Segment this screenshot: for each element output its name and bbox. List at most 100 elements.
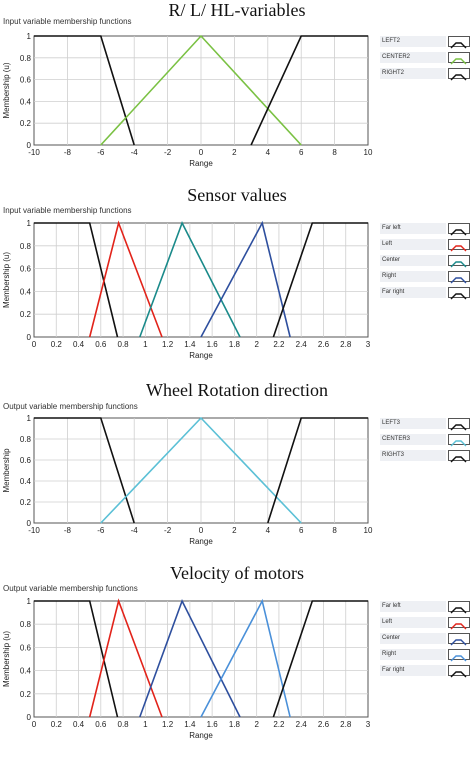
legend-label: Right (380, 271, 446, 282)
x-tick-label: 0.2 (51, 720, 63, 729)
y-tick-label: 0 (27, 141, 32, 150)
y-axis-label: Membership (u) (2, 62, 11, 118)
legend-label: LEFT3 (380, 418, 446, 429)
x-tick-label: -8 (64, 526, 72, 535)
legend-item: Right (380, 649, 472, 662)
legend-swatch (448, 68, 470, 81)
series-line-right3 (267, 417, 368, 524)
series-line-far-left (34, 222, 119, 338)
x-tick-label: -2 (164, 526, 172, 535)
panel-label: Output variable membership functions (3, 402, 138, 411)
y-axis-label: Membership (2, 448, 11, 493)
legend-swatch (448, 36, 470, 49)
legend-item: Center (380, 255, 472, 268)
x-tick-label: 1.6 (207, 340, 219, 349)
y-tick-label: 1 (27, 414, 32, 423)
y-tick-label: 0 (27, 713, 32, 722)
section-title: Sensor values (187, 185, 287, 205)
x-tick-label: 0.4 (73, 720, 85, 729)
legend-label: LEFT2 (380, 36, 446, 47)
x-tick-label: 2 (254, 720, 259, 729)
y-tick-label: 0.2 (20, 119, 32, 128)
legend-swatch (448, 450, 470, 463)
y-tick-label: 0.6 (20, 456, 32, 465)
legend-label: Left (380, 239, 446, 250)
x-tick-label: 6 (299, 148, 304, 157)
plot-area (33, 222, 369, 338)
x-tick-label: 2.6 (318, 720, 330, 729)
series-line-left (88, 598, 163, 718)
x-tick-label: 0.6 (95, 720, 107, 729)
legend-swatch (448, 52, 470, 65)
legend: Far left Left Center Right Far right (380, 601, 472, 681)
x-tick-label: 4 (266, 148, 271, 157)
x-tick-label: 0 (199, 526, 204, 535)
y-axis-label: Membership (u) (2, 631, 11, 687)
x-tick-label: 8 (332, 148, 337, 157)
legend-swatch (448, 665, 470, 678)
x-tick-label: 2 (232, 526, 237, 535)
membership-chart-velocity: 0 0.2 0.4 0.6 0.8 1 1.2 1.4 1.6 1.8 2 2.2 2.4 2.6 2.8 3… (2, 597, 371, 740)
panel-label: Output variable membership functions (3, 584, 138, 593)
legend-item: RIGHT3 (380, 450, 472, 463)
legend-swatch (448, 223, 470, 236)
section-title: R/ L/ HL-variables (168, 0, 306, 20)
series-line-right (200, 220, 291, 338)
legend-swatch (448, 601, 470, 614)
x-tick-label: -6 (97, 526, 105, 535)
legend-label: Far right (380, 287, 446, 298)
legend-label: RIGHT2 (380, 68, 446, 79)
x-axis-label: Range (189, 731, 213, 740)
y-tick-label: 1 (27, 597, 32, 606)
legend-item: CENTER3 (380, 434, 472, 447)
legend-item: LEFT2 (380, 36, 472, 49)
x-tick-label: 2 (254, 340, 259, 349)
legend-label: Far left (380, 601, 446, 612)
x-tick-label: 2.6 (318, 340, 330, 349)
x-tick-label: 0.4 (73, 340, 85, 349)
x-tick-label: 2.4 (296, 720, 308, 729)
section-sensor-values: Sensor values Input variable membership … (0, 185, 474, 380)
x-tick-label: 2 (232, 148, 237, 157)
x-tick-label: 6 (299, 526, 304, 535)
section-rl-variables: R/ L/ HL-variables Input variable member… (0, 0, 474, 190)
x-tick-label: 4 (266, 526, 271, 535)
y-tick-label: 0 (27, 333, 32, 342)
x-tick-label: 1.4 (184, 720, 196, 729)
x-tick-label: -4 (131, 148, 139, 157)
x-tick-label: 10 (364, 526, 373, 535)
x-tick-label: 0 (199, 148, 204, 157)
legend-label: Center (380, 255, 446, 266)
legend: LEFT3 CENTER3 RIGHT3 (380, 418, 472, 466)
legend-swatch (448, 633, 470, 646)
legend-item: CENTER2 (380, 52, 472, 65)
y-tick-label: 0.4 (20, 667, 32, 676)
x-tick-label: 0 (32, 340, 37, 349)
y-tick-label: 0.8 (20, 620, 32, 629)
legend-label: Right (380, 649, 446, 660)
legend-item: RIGHT2 (380, 68, 472, 81)
x-axis-label: Range (189, 159, 213, 168)
legend-swatch (448, 239, 470, 252)
x-tick-label: -6 (97, 148, 105, 157)
x-axis-label: Range (189, 537, 213, 546)
y-tick-label: 0.8 (20, 54, 32, 63)
y-tick-label: 0 (27, 519, 32, 528)
x-tick-label: 0.6 (95, 340, 107, 349)
series-line-right (200, 598, 291, 718)
panel-label: Input variable membership functions (3, 17, 132, 26)
series-line-left (88, 220, 163, 338)
series-line-left2 (34, 35, 135, 146)
y-tick-label: 0.4 (20, 97, 32, 106)
series-line-left3 (34, 417, 135, 524)
x-tick-label: 8 (332, 526, 337, 535)
x-tick-label: -4 (131, 526, 139, 535)
x-tick-label: 3 (366, 720, 371, 729)
legend-item: Right (380, 271, 472, 284)
plot-area (33, 600, 369, 718)
legend-label: Far right (380, 665, 446, 676)
x-tick-label: 0.8 (118, 340, 130, 349)
legend-item: Far left (380, 601, 472, 614)
membership-chart-wheel: -10 -8 -6 -4 -2 0 2 4 6 8 10 0 0.2 0.4 0.6 0.8 1 Range Mem… (2, 414, 373, 546)
y-tick-label: 0.8 (20, 242, 32, 251)
